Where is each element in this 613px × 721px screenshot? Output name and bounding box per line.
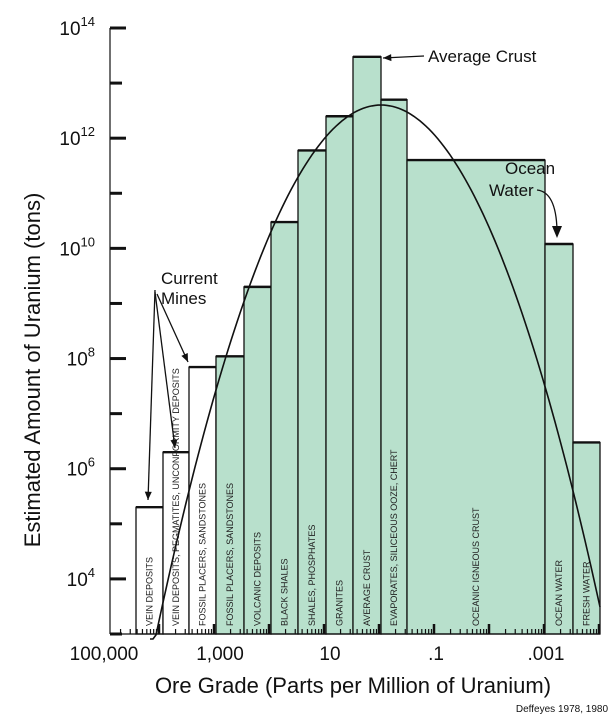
y-axis-title: Estimated Amount of Uranium (tons) [20, 193, 45, 548]
x-tick-label-1: 100,000 [70, 644, 139, 665]
y-tick-label-3: 108 [67, 345, 95, 371]
bar-9 [352, 56, 382, 635]
bar-label-10: EVAPORATES, SILICEOUS OOZE, CHERT [389, 449, 399, 626]
x-tick-label-3: 10 [319, 644, 340, 665]
y-tick-label-5: 1012 [59, 124, 95, 150]
bar-8 [325, 115, 354, 635]
annotations-group [144, 54, 562, 501]
ocean-water-arrow-line [536, 189, 558, 231]
current-mines-label-line2: Mines [161, 289, 206, 308]
y-tick-label-1: 104 [67, 565, 95, 591]
current-mines-arrow-1-head [144, 491, 152, 500]
ocean-water-annotation: Ocean Water [489, 159, 555, 200]
bar-label-8: GRANITES [335, 580, 345, 626]
x-axis-title: Ore Grade (Parts per Million of Uranium) [155, 673, 551, 698]
current-mines-label-line1: Current [161, 269, 218, 288]
x-tick-label-2: 1,000 [196, 644, 244, 665]
bar-3 [188, 366, 217, 635]
bar-label-11: OCEANIC IGNEOUS CRUST [471, 507, 481, 626]
bar-label-5: VOLCANIC DEPOSITS [253, 532, 263, 626]
y-tick-label-2: 106 [67, 455, 95, 481]
average-crust-label: Average Crust [428, 47, 537, 66]
current-mines-arrow-3-head [181, 353, 188, 362]
axes-group: 104 106 108 1010 1012 1014 100,000 1,000 10 .1 .00… [59, 14, 601, 665]
bar-label-2: VEIN DEPOSITS, PEGMATITES, UNCONFORMITY … [171, 368, 181, 626]
bar-label-6: BLACK SHALES [280, 558, 290, 626]
bar-11 [406, 159, 546, 635]
ocean-water-label-line1: Ocean [505, 159, 555, 178]
credit-text: Deffeyes 1978, 1980 [516, 704, 609, 715]
bar-label-7: SHALES, PHOSPHATES [307, 525, 317, 626]
current-mines-arrow-2-head [170, 439, 178, 448]
bar-labels-group: VEIN DEPOSITS VEIN DEPOSITS, PEGMATITES, … [145, 368, 592, 626]
bar-label-9: AVERAGE CRUST [362, 549, 372, 626]
ocean-water-arrow-head [552, 226, 562, 238]
current-mines-arrow-2-line [154, 291, 176, 449]
bar-label-12: OCEAN WATER [554, 559, 564, 626]
ocean-water-label-line2: Water [489, 181, 534, 200]
current-mines-arrow-1-line [147, 289, 156, 501]
bar-label-4: FOSSIL PLACERS, SANDSTONES [225, 483, 235, 626]
current-mines-annotation: Current Mines [161, 269, 218, 308]
y-tick-label-4: 1010 [59, 234, 95, 260]
x-tick-label-5: .001 [528, 644, 565, 665]
bar-label-1: VEIN DEPOSITS [145, 557, 155, 626]
average-crust-arrow-head [383, 54, 392, 62]
x-tick-label-4: .1 [428, 644, 444, 665]
bar-label-3: FOSSIL PLACERS, SANDSTONES [198, 483, 208, 626]
distribution-curve [150, 104, 601, 640]
bar-1 [135, 506, 164, 635]
current-mines-arrow-3-line [156, 293, 189, 363]
y-tick-label-6: 1014 [59, 14, 95, 40]
bar-label-13: FRESH WATER [582, 561, 592, 626]
bar-7 [297, 149, 327, 635]
